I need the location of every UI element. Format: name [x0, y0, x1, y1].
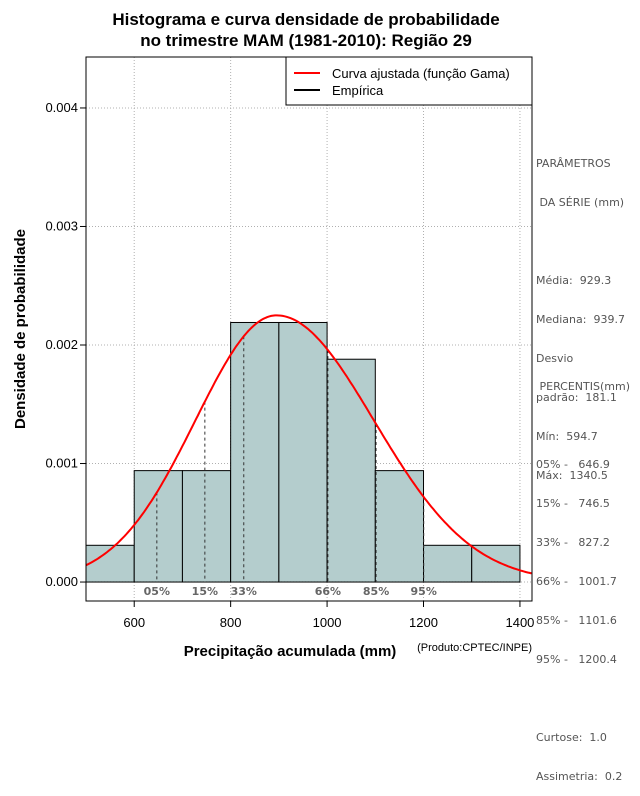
x-tick-label-3: 1200	[409, 615, 438, 630]
histogram-bar-6	[374, 470, 425, 583]
histogram-bar-2	[181, 470, 232, 583]
percentile-label-05%: 05%	[144, 585, 170, 598]
percentiles-panel: PERCENTIS(mm) 05% - 646.9 15% - 746.5 33…	[536, 354, 630, 796]
param-min: Mín: 594.7	[536, 430, 598, 443]
gamma-curve	[85, 314, 532, 575]
histogram-bar-4	[278, 321, 328, 583]
credit-label: (Produto:CPTEC/INPE)	[417, 642, 532, 654]
percentil-66: 66% - 1001.7	[536, 575, 617, 588]
legend-label-gamma: Curva ajustada (função Gama)	[332, 66, 510, 81]
chart-title-line-2: no trimestre MAM (1981-2010): Região 29	[140, 31, 472, 50]
histogram-bar-0	[85, 544, 135, 583]
histogram-bar-7	[423, 544, 473, 583]
y-tick-label-4: 0.004	[45, 100, 78, 115]
percentile-label-95%: 95%	[411, 585, 437, 598]
legend-label-empirica: Empírica	[332, 83, 384, 98]
x-tick-label-0: 600	[123, 615, 145, 630]
params-heading-1: PARÂMETROS	[536, 157, 611, 170]
param-desvio: Desvio	[536, 352, 574, 365]
y-axis-label: Densidade de probabilidade	[12, 229, 29, 429]
chart-title-line-1: Histograma e curva densidade de probabil…	[112, 10, 499, 29]
x-tick-label-1: 800	[220, 615, 242, 630]
gamma-curve-layer	[85, 314, 532, 575]
axes: 600 800 1000 1200 1400 0.000 0.001 0.002 0.003 0.…	[45, 100, 534, 630]
params-heading-2: DA SÉRIE (mm)	[536, 196, 625, 209]
legend: Curva ajustada (função Gama) Empírica	[285, 56, 533, 106]
y-tick-label-1: 0.001	[45, 456, 78, 471]
param-padrao: padrão: 181.1	[536, 391, 617, 404]
y-tick-label-0: 0.000	[45, 574, 78, 589]
percentil-05: 05% - 646.9	[536, 458, 610, 471]
y-tick-label-2: 0.002	[45, 337, 78, 352]
x-tick-label-4: 1400	[505, 615, 534, 630]
curtose-value: Curtose: 1.0	[536, 731, 607, 744]
histogram-bar-3	[230, 321, 280, 583]
series-parameters-panel: PARÂMETROS DA SÉRIE (mm) Média: 929.3 Me…	[536, 131, 625, 495]
param-mediana: Mediana: 939.7	[536, 313, 625, 326]
assimetria-value: Assimetria: 0.2	[536, 770, 623, 783]
percentile-label-15%: 15%	[192, 585, 218, 598]
percentil-85: 85% - 1101.6	[536, 614, 617, 627]
x-axis-label: Precipitação acumulada (mm)	[184, 643, 397, 660]
histogram-chart: 05% 15% 33% 66% 85% 95% 600 800 1000 1200 1400 0.0…	[12, 10, 534, 660]
percentile-label-85%: 85%	[363, 585, 389, 598]
percentil-15: 15% - 746.5	[536, 497, 610, 510]
param-media: Média: 929.3	[536, 274, 612, 287]
legend-box	[285, 56, 533, 106]
percentile-label-66%: 66%	[315, 585, 341, 598]
y-tick-label-3: 0.003	[45, 218, 78, 233]
x-tick-label-2: 1000	[313, 615, 342, 630]
percentil-33: 33% - 827.2	[536, 536, 610, 549]
histogram-bar-5	[326, 358, 376, 583]
percentile-lines: 05% 15% 33% 66% 85% 95%	[144, 336, 437, 598]
histogram-bar-1	[133, 470, 183, 583]
histogram-bars	[85, 321, 521, 583]
titles: Histograma e curva densidade de probabil…	[12, 10, 532, 660]
param-max: Máx: 1340.5	[536, 469, 608, 482]
percentis-heading: PERCENTIS(mm)	[536, 380, 630, 393]
percentile-label-33%: 33%	[231, 585, 257, 598]
